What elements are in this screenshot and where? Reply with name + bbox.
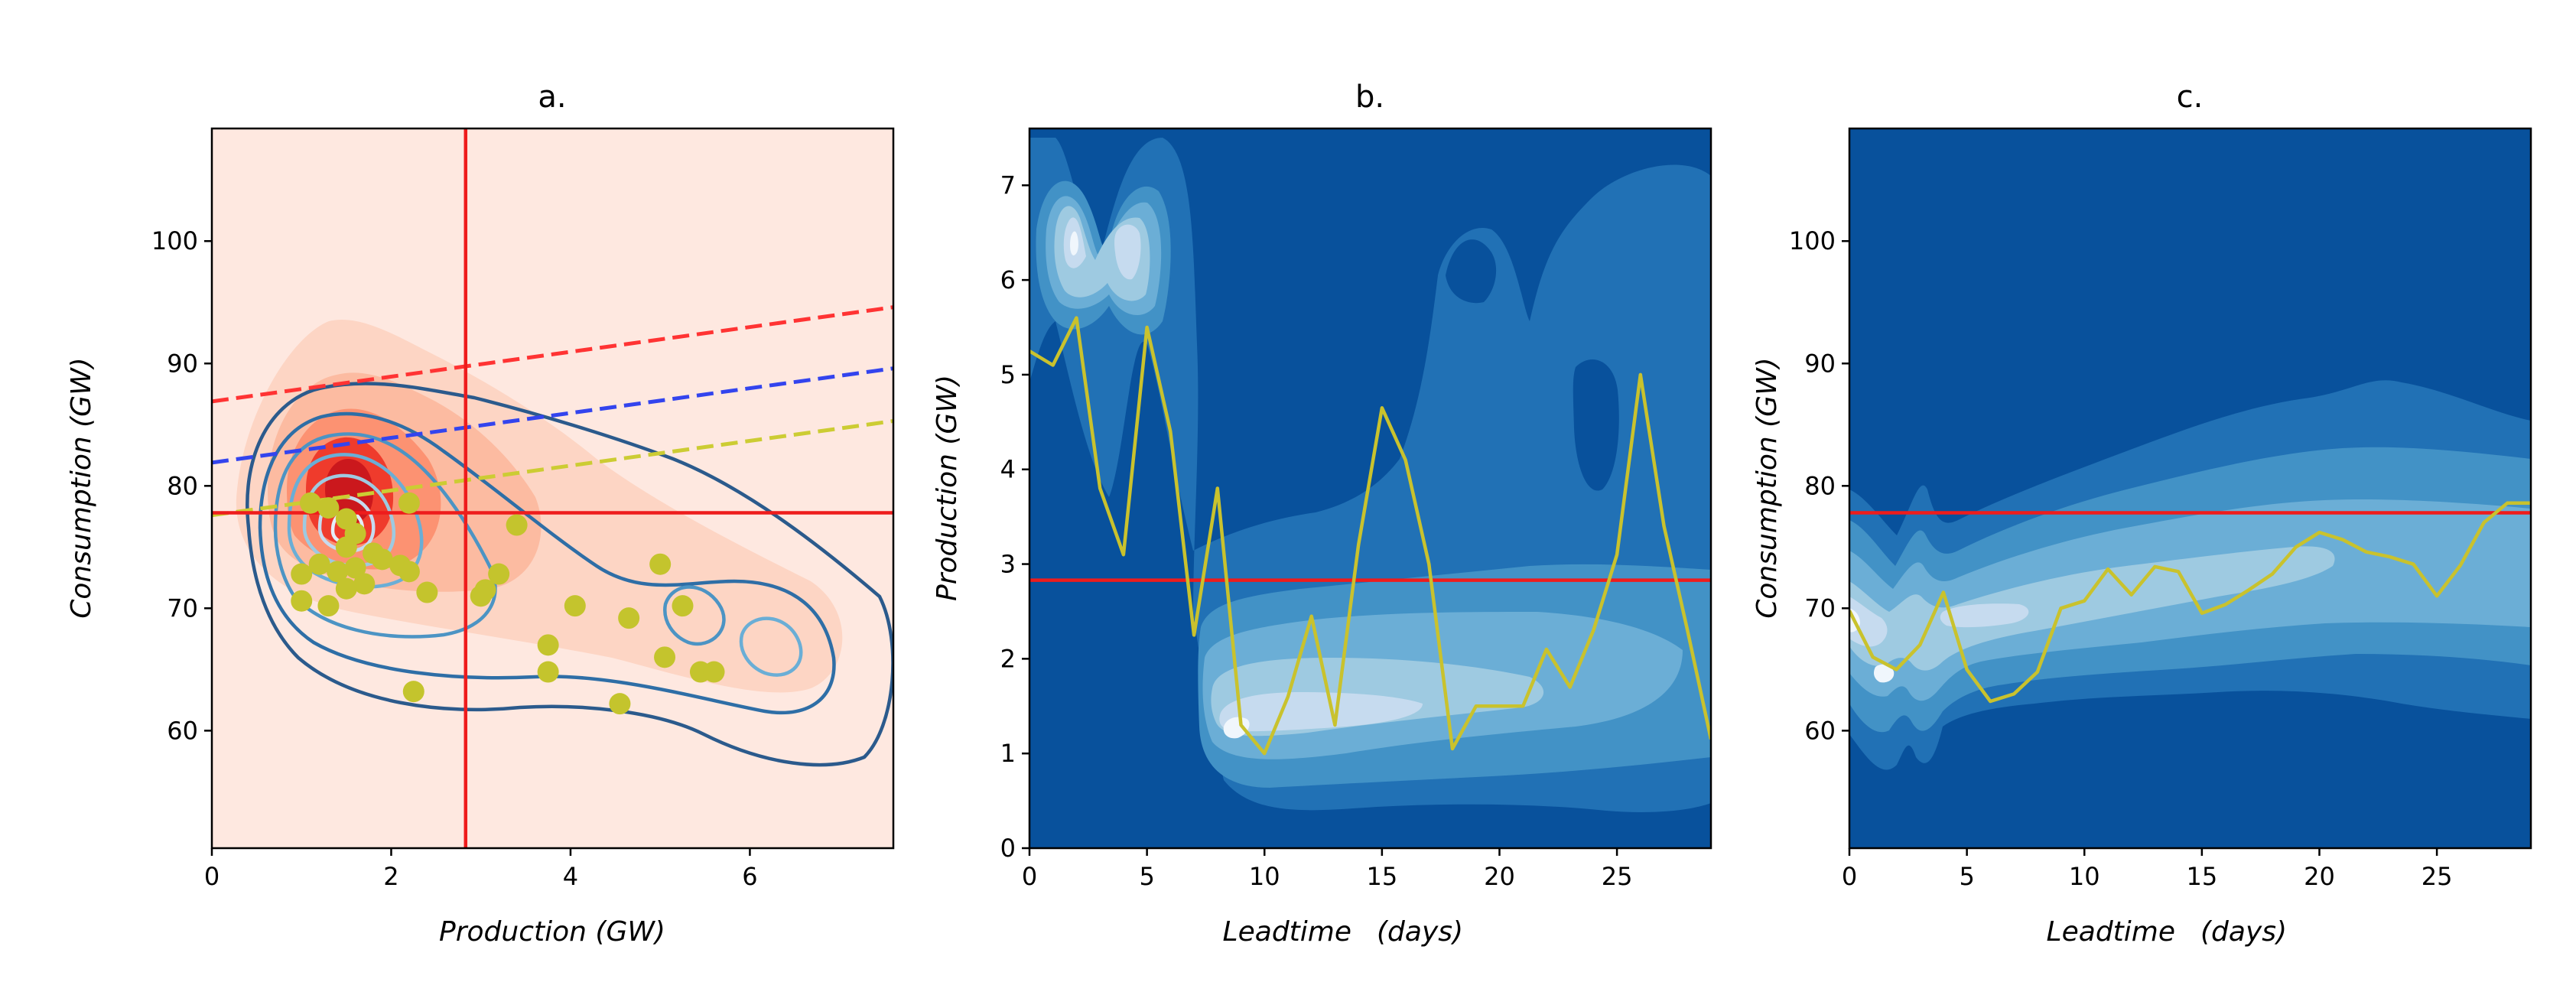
- scatter-point: [416, 581, 438, 603]
- scatter-point: [609, 693, 631, 715]
- scatter-point: [618, 607, 640, 629]
- chart-c-xtick-label: 5: [1959, 862, 1974, 891]
- scatter-point: [371, 548, 393, 571]
- scatter-point: [299, 492, 321, 514]
- scatter-point: [335, 536, 357, 558]
- scatter-point: [344, 557, 366, 579]
- scatter-point: [703, 661, 725, 683]
- chart-b-xlabel: Leadtime: [1223, 916, 1351, 948]
- scatter-point: [398, 561, 420, 583]
- contour-c-level-6: [1849, 608, 1895, 683]
- scatter-point: [506, 514, 528, 536]
- kde-contour-5: [302, 473, 396, 567]
- kde-contour-3b: [663, 585, 726, 646]
- chart-c-ytick-label: 90: [1804, 349, 1836, 378]
- chart-b-xtick-label: 5: [1139, 862, 1154, 891]
- chart-a: 0 2 4 6 60 70 80 90 100 a. Production (GW) Cons…: [66, 80, 895, 948]
- chart-a-title: a.: [538, 80, 566, 115]
- chart-b-ytick-label: 0: [1000, 834, 1016, 863]
- dashed-threshold-line: [212, 366, 893, 465]
- chart-b-xtick-label: 0: [1022, 862, 1037, 891]
- scatter-point: [308, 553, 330, 575]
- chart-a-frame: [210, 127, 895, 850]
- chart-a-ylabel: Consumption (GW): [66, 357, 97, 618]
- scatter-point: [537, 661, 559, 683]
- chart-b-xtick-label: 20: [1484, 862, 1515, 891]
- chart-b-ylabel: Production (GW): [932, 375, 963, 601]
- chart-b-xtick-label: 25: [1602, 862, 1633, 891]
- series-line-observed: [1849, 501, 2531, 704]
- chart-b-ytick-label: 3: [1000, 550, 1016, 579]
- chart-a-xtick-label: 2: [383, 862, 398, 891]
- scatter-point: [291, 563, 313, 585]
- chart-b-ytick-label: 6: [1000, 265, 1016, 294]
- scatter-point: [335, 577, 357, 600]
- chart-c-ytick-label: 60: [1804, 716, 1836, 745]
- chart-b-xlabel-unit: (days): [1377, 916, 1463, 948]
- chart-c-xlabel: Leadtime: [2047, 916, 2175, 948]
- chart-b-ytick-label: 1: [1000, 739, 1016, 768]
- chart-c: 0 5 10 15 20 25 60 70 80 90 100 c. Leadtime (days…: [1751, 80, 2532, 948]
- scatter-point: [488, 563, 510, 585]
- chart-c-xtick-label: 20: [2304, 862, 2335, 891]
- contour-b-level-3: [1046, 196, 1683, 759]
- chart-c-xtick-label: 15: [2187, 862, 2218, 891]
- dashed-threshold-line: [212, 305, 893, 404]
- scatter-point: [317, 595, 340, 617]
- chart-b-xtick-label: 15: [1367, 862, 1398, 891]
- scatter-point: [291, 590, 313, 612]
- series-line-observed: [1029, 316, 1711, 756]
- chart-b: 0 5 10 15 20 25 0 1 2 3 4 5 6 7 b. Leadtime (days) P…: [932, 80, 1712, 948]
- chart-c-ytick-label: 100: [1789, 226, 1836, 255]
- chart-b-ytick-label: 5: [1000, 360, 1016, 389]
- chart-a-ytick-label: 60: [167, 716, 198, 745]
- chart-a-xtick-label: 0: [204, 862, 220, 891]
- scatter-point: [470, 585, 492, 607]
- scatter-point: [327, 561, 349, 583]
- chart-c-xtick-label: 0: [1842, 862, 1857, 891]
- chart-c-ylabel: Consumption (GW): [1751, 357, 1783, 618]
- chart-c-ytick-label: 80: [1804, 471, 1836, 500]
- chart-a-ytick-label: 80: [167, 471, 198, 500]
- chart-c-contours: [1849, 128, 2531, 848]
- chart-c-frame: [1848, 127, 2532, 850]
- contour-c-level-5: [1849, 597, 2029, 647]
- contour-c-level-4: [1849, 546, 2335, 671]
- chart-b-xtick-label: 10: [1249, 862, 1280, 891]
- scatter-point: [402, 681, 424, 703]
- chart-a-xlabel: Production (GW): [439, 916, 665, 948]
- scatter-point: [317, 497, 340, 519]
- chart-b-ytick-label: 7: [1000, 171, 1016, 200]
- kde-contour-3c: [739, 616, 803, 677]
- contour-b-dark-island-2: [1573, 359, 1619, 491]
- scatter-point: [649, 553, 672, 575]
- contour-b-level-4: [1054, 206, 1544, 736]
- chart-b-frame: [1028, 127, 1712, 850]
- chart-b-title: b.: [1355, 80, 1384, 115]
- scatter-point: [398, 492, 420, 514]
- chart-a-xtick-label: 4: [563, 862, 578, 891]
- scatter-point: [654, 646, 676, 668]
- scatter-point: [672, 595, 694, 617]
- chart-a-kde: [212, 128, 893, 848]
- chart-a-ytick-label: 100: [151, 226, 198, 255]
- chart-b-ytick-label: 4: [1000, 455, 1016, 484]
- scatter-point: [353, 573, 376, 595]
- chart-c-ytick-label: 70: [1804, 593, 1836, 623]
- chart-a-ytick-label: 70: [167, 593, 198, 623]
- chart-b-contours: [1029, 128, 1711, 848]
- chart-c-xtick-label: 25: [2422, 862, 2453, 891]
- kde-contour-2: [258, 411, 836, 715]
- chart-b-ytick-label: 2: [1000, 644, 1016, 673]
- scatter-point: [564, 595, 586, 617]
- chart-a-xtick-label: 6: [742, 862, 757, 891]
- contour-b-dark-island-1: [1446, 239, 1497, 304]
- chart-a-ytick-label: 90: [167, 349, 198, 378]
- chart-c-xtick-label: 10: [2069, 862, 2100, 891]
- scatter-point: [537, 634, 559, 656]
- chart-c-xlabel-unit: (days): [2200, 916, 2287, 948]
- chart-c-title: c.: [2177, 80, 2204, 115]
